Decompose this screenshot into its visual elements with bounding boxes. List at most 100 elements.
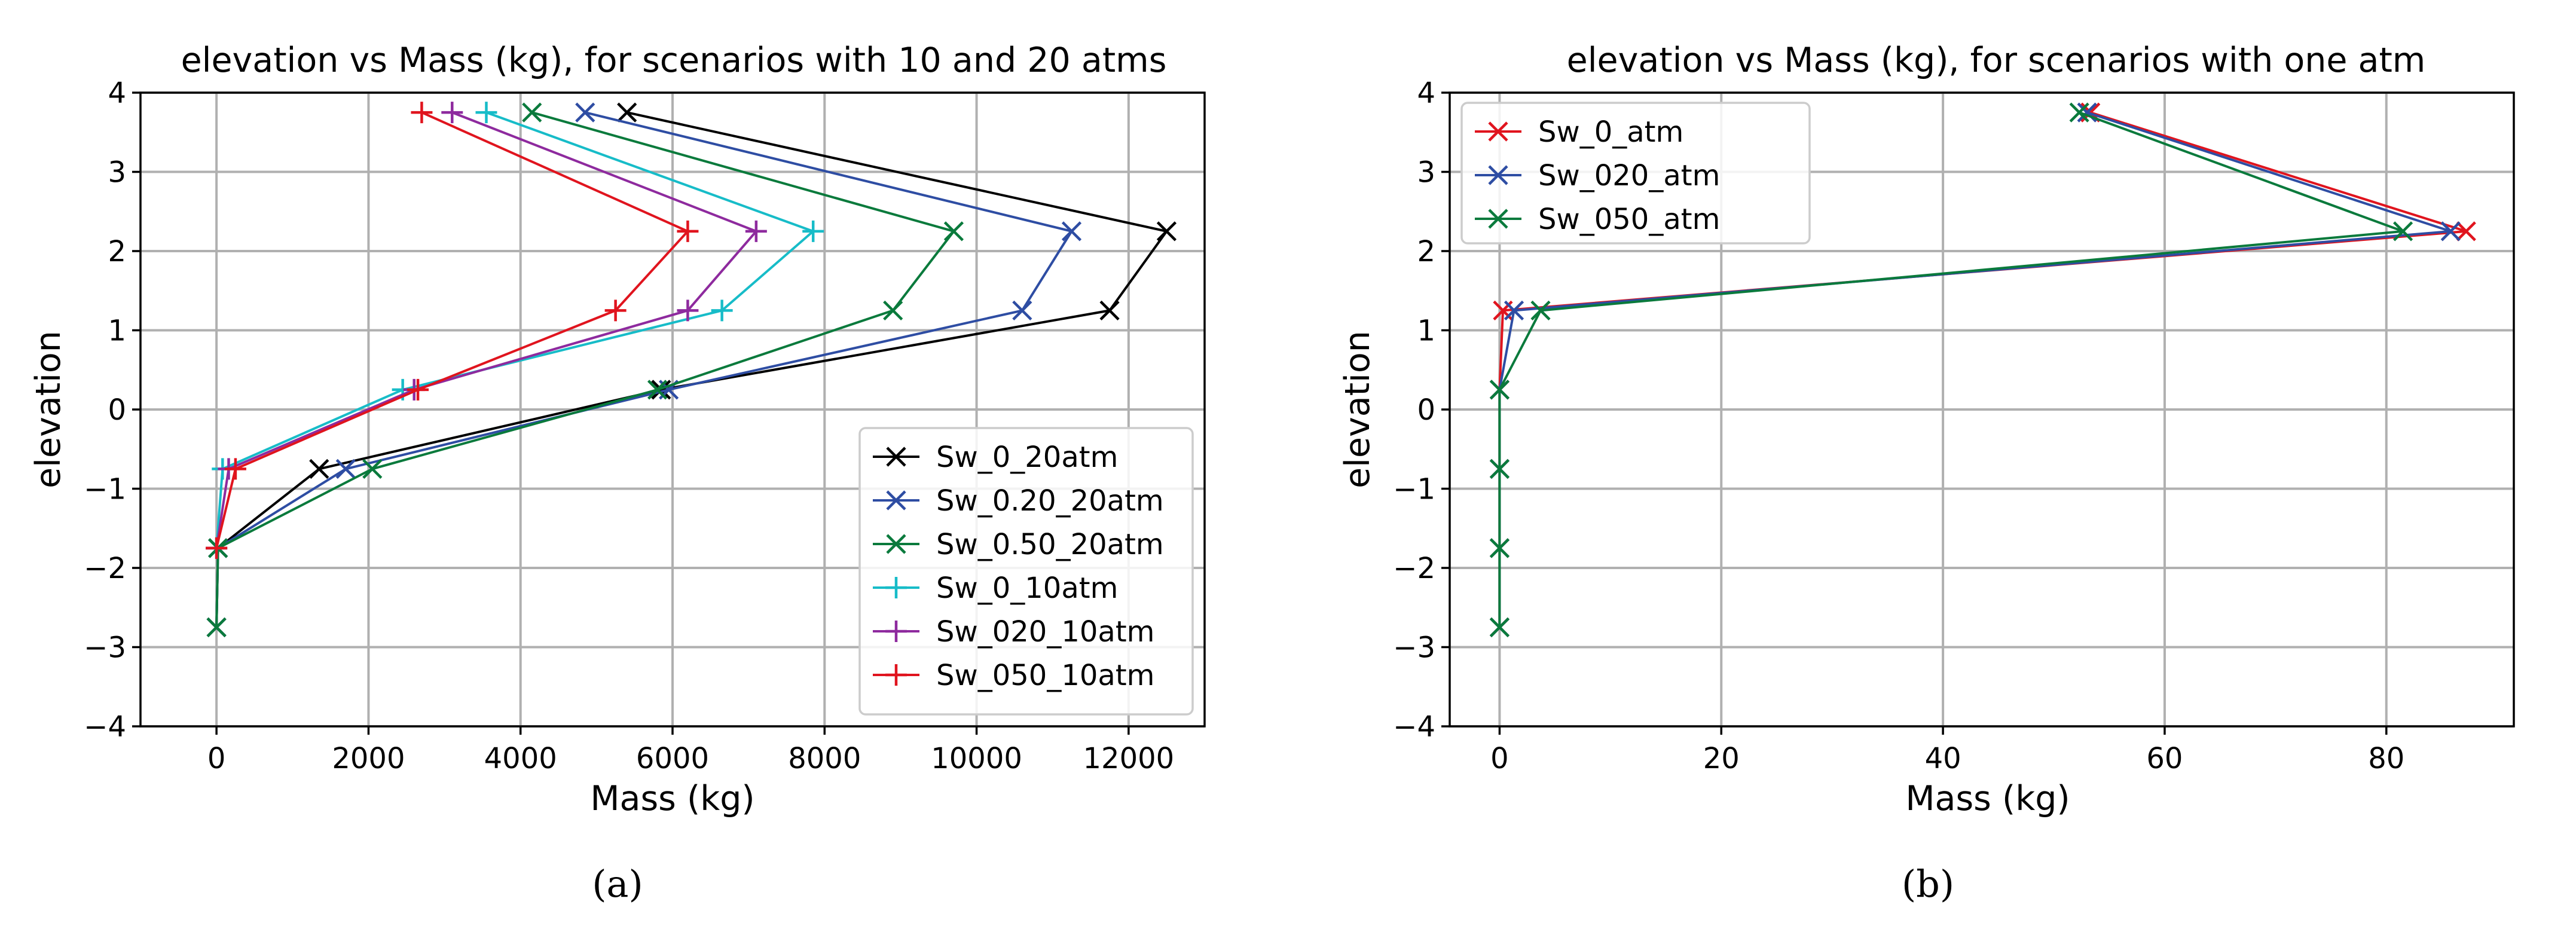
y-tick-label: 0 (1417, 393, 1435, 427)
data-point (309, 459, 329, 479)
y-tick-label: 4 (108, 77, 126, 110)
data-point (1489, 459, 1510, 479)
x-tick-label: 2000 (332, 742, 405, 775)
y-tick-label: −2 (1393, 552, 1435, 585)
legend-label: Sw_020_10atm (936, 615, 1154, 649)
legend-label: Sw_0_20atm (936, 441, 1118, 474)
panel-b-legend: Sw_0_atm Sw_020_atm Sw_050_atm (1460, 102, 1811, 245)
data-point (224, 458, 246, 480)
legend-label: Sw_050_atm (1538, 203, 1720, 236)
legend-marker (886, 534, 906, 554)
legend-label: Sw_0.20_20atm (936, 484, 1164, 518)
panel-a-label: (a) (592, 862, 643, 906)
data-point (883, 300, 903, 320)
legend-label: Sw_0_atm (1538, 115, 1683, 149)
panel-b-series (1489, 102, 2476, 637)
panel-b-xlabel: Mass (kg) (1905, 779, 2070, 818)
legend-box (858, 427, 1194, 716)
panel-b-xticks: 0 20 40 60 80 (1490, 726, 2404, 775)
x-tick-label: 10000 (931, 742, 1022, 775)
x-tick-label: 0 (1490, 742, 1509, 775)
legend-marker (1488, 165, 1508, 185)
panel-a-title: elevation vs Mass (kg), for scenarios wi… (181, 41, 1167, 80)
x-tick-label: 40 (1925, 742, 1961, 775)
legend-label: Sw_0_10atm (936, 572, 1118, 605)
data-point (206, 537, 228, 559)
data-point (1489, 380, 1510, 400)
legend-marker (1488, 209, 1508, 229)
y-tick-label: 3 (1417, 156, 1435, 190)
data-point (745, 220, 767, 242)
legend-marker (886, 447, 906, 467)
legend-item-sw-020-atm: Sw_020_atm (1475, 159, 1720, 192)
legend-marker (885, 621, 907, 642)
data-point (2440, 221, 2461, 242)
series-line-sw-050-10atm (215, 111, 689, 549)
panel-a-ylabel: elevation (29, 331, 68, 488)
y-tick-label: −3 (1393, 631, 1435, 665)
panel-a: elevation vs Mass (kg), for scenarios wi… (29, 41, 1206, 906)
y-tick-label: 1 (1417, 314, 1435, 348)
y-tick-label: −1 (1393, 473, 1435, 506)
series-sw-050-atm (1489, 102, 2413, 637)
data-point (522, 102, 542, 123)
panel-a-xlabel: Mass (kg) (590, 779, 754, 818)
legend-marker (1488, 121, 1508, 142)
data-point (1489, 617, 1510, 637)
legend-item-sw-020-10atm: Sw_020_10atm (873, 615, 1154, 649)
y-tick-label: −4 (84, 710, 126, 744)
panel-a-series (206, 102, 1177, 637)
data-point (575, 102, 595, 123)
data-point (677, 220, 699, 242)
data-point (1489, 538, 1510, 558)
y-tick-label: 0 (108, 393, 126, 427)
data-point (475, 102, 497, 124)
panel-a-xticks: 0 2000 4000 6000 8000 10000 12000 (207, 726, 1174, 775)
data-point (411, 102, 433, 124)
y-tick-label: −2 (84, 552, 126, 585)
y-tick-label: 3 (108, 156, 126, 190)
legend-item-sw-0-10atm: Sw_0_10atm (873, 572, 1118, 605)
data-point (2456, 221, 2476, 242)
data-point (647, 380, 668, 400)
data-point (407, 378, 429, 401)
legend-item-sw-0-50-20atm: Sw_0.50_20atm (873, 528, 1164, 561)
data-point (711, 300, 733, 322)
data-point (604, 300, 627, 322)
legend-item-sw-0-20-20atm: Sw_0.20_20atm (873, 484, 1164, 518)
series-line-sw-020-10atm (215, 111, 757, 549)
panel-a-yticks: −4 −3 −2 −1 0 1 2 3 4 (84, 77, 140, 744)
legend-marker (886, 490, 906, 511)
panel-a-legend: Sw_0_20atm Sw_0.20_20atm Sw_0.50_20atm Sw_0… (858, 427, 1194, 716)
x-tick-label: 12000 (1083, 742, 1175, 775)
panel-b-ylabel: elevation (1338, 331, 1377, 488)
data-point (335, 459, 356, 479)
y-tick-label: 2 (108, 235, 126, 268)
legend-marker (885, 664, 907, 686)
y-tick-label: −4 (1393, 710, 1435, 744)
series-sw-0-50-20atm (206, 102, 964, 637)
y-tick-label: 1 (108, 314, 126, 348)
x-tick-label: 80 (2368, 742, 2404, 775)
data-point (441, 102, 463, 124)
legend-item-sw-0-20atm: Sw_0_20atm (873, 441, 1118, 474)
data-point (2069, 102, 2089, 123)
data-point (1530, 300, 1551, 320)
data-point (206, 617, 227, 637)
y-tick-label: 4 (1417, 77, 1435, 110)
legend-item-sw-050-atm: Sw_050_atm (1475, 203, 1720, 236)
legend-label: Sw_0.50_20atm (936, 528, 1164, 561)
legend-item-sw-0-atm: Sw_0_atm (1475, 115, 1683, 149)
data-point (1012, 300, 1032, 320)
data-point (362, 459, 383, 479)
series-line-sw-0-10atm (215, 111, 815, 549)
data-point (677, 300, 699, 322)
panel-b-yticks: −4 −3 −2 −1 0 1 2 3 4 (1393, 77, 1450, 744)
x-tick-label: 6000 (636, 742, 709, 775)
x-tick-label: 0 (207, 742, 226, 775)
x-tick-label: 8000 (788, 742, 861, 775)
y-tick-label: −3 (84, 631, 126, 665)
legend-label: Sw_020_atm (1538, 159, 1720, 192)
panel-b: elevation vs Mass (kg), for scenarios wi… (1338, 41, 2515, 906)
